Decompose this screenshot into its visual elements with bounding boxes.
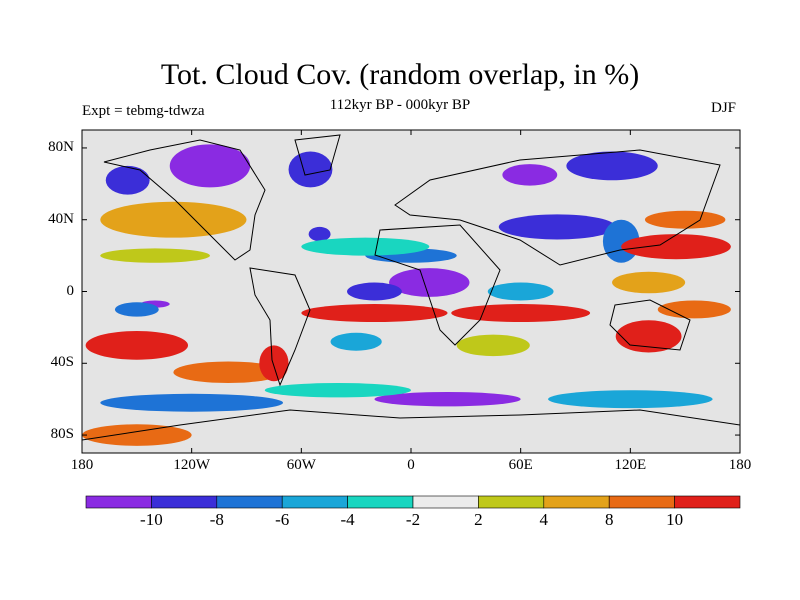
lon-label: 60E — [508, 457, 533, 473]
antarctica-coast — [82, 409, 740, 441]
anomaly-region — [657, 300, 731, 319]
colorbar-box — [216, 495, 283, 509]
colorbar-box — [85, 495, 152, 509]
anomaly-region — [114, 302, 159, 317]
anomaly-region — [374, 391, 521, 407]
axis-ticks — [81, 130, 741, 453]
anomaly-region — [288, 151, 333, 188]
colorbar-box — [151, 495, 218, 509]
greenland-coast — [294, 134, 341, 176]
anomaly-region — [105, 165, 150, 195]
colorbar-box — [543, 495, 610, 509]
eurasia-coast — [394, 149, 721, 266]
anomaly-region — [389, 268, 470, 297]
lon-label: 120W — [173, 457, 210, 473]
colorbar-label: 10 — [666, 510, 684, 529]
lat-label: 40N — [48, 210, 74, 227]
anomaly-region — [451, 304, 591, 323]
lat-label: 80S — [50, 426, 74, 443]
anomaly-region — [169, 144, 251, 188]
colorbar-label: 8 — [604, 510, 614, 529]
anomaly-region — [173, 361, 284, 384]
period-label: 112kyr BP - 000kyr BP — [329, 97, 471, 113]
anomaly-region — [301, 304, 448, 323]
anomaly-region — [548, 390, 713, 409]
colorbar-label: 4 — [539, 510, 549, 529]
colorbar-label: 2 — [474, 510, 483, 529]
anomaly-region — [264, 383, 411, 398]
colorbar-label: -10 — [140, 510, 163, 529]
anomaly-region — [100, 248, 210, 263]
anomaly-region — [85, 330, 189, 360]
coastlines — [82, 134, 740, 441]
anomaly-region — [82, 424, 192, 446]
colorbar-box — [608, 495, 675, 509]
anomaly-region — [301, 237, 430, 256]
anomaly-region — [259, 345, 289, 382]
colorbar-label: -6 — [275, 510, 290, 529]
anomaly-region — [566, 151, 658, 181]
lon-label: 60W — [286, 457, 316, 473]
anomaly-region — [330, 332, 382, 351]
anomaly-region — [100, 201, 247, 238]
anomaly-region — [100, 393, 284, 412]
colorbar-box — [347, 495, 414, 509]
lon-label: 180 — [70, 457, 94, 473]
anomaly-region — [498, 214, 616, 240]
lon-label: 0 — [407, 457, 415, 473]
anomaly-field — [82, 144, 731, 446]
plot-title: Tot. Cloud Cov. (random overlap, in %) — [160, 58, 640, 91]
anomaly-region — [644, 210, 726, 229]
experiment-label: Expt = tebmg-tdwza — [82, 103, 205, 119]
lat-label: 0 — [66, 282, 75, 299]
anomaly-region — [456, 334, 530, 357]
anomaly-region — [621, 234, 731, 260]
anomaly-region — [612, 271, 686, 294]
australia-coast — [609, 299, 691, 351]
colorbar-box — [412, 495, 479, 509]
colorbar-label: -4 — [340, 510, 355, 529]
season-label: DJF — [711, 100, 737, 116]
anomaly-region — [487, 282, 554, 301]
colorbar-box — [674, 495, 741, 509]
colorbar-box — [281, 495, 348, 509]
colorbar-label: -2 — [405, 510, 421, 529]
north-america-coast — [103, 139, 266, 261]
lat-label: 40S — [50, 354, 74, 371]
colorbar-box — [478, 495, 545, 509]
africa-coast — [374, 224, 501, 346]
anomaly-region — [347, 282, 402, 301]
colorbar-label: -8 — [209, 510, 224, 529]
anomaly-region — [615, 320, 682, 353]
south-america-coast — [249, 267, 311, 387]
anomaly-region — [502, 164, 558, 186]
colorbar — [85, 495, 741, 509]
lat-label: 80N — [48, 138, 74, 155]
lon-label: 120E — [614, 457, 647, 473]
lon-label: 180 — [728, 457, 752, 473]
anomaly-region — [308, 226, 331, 242]
